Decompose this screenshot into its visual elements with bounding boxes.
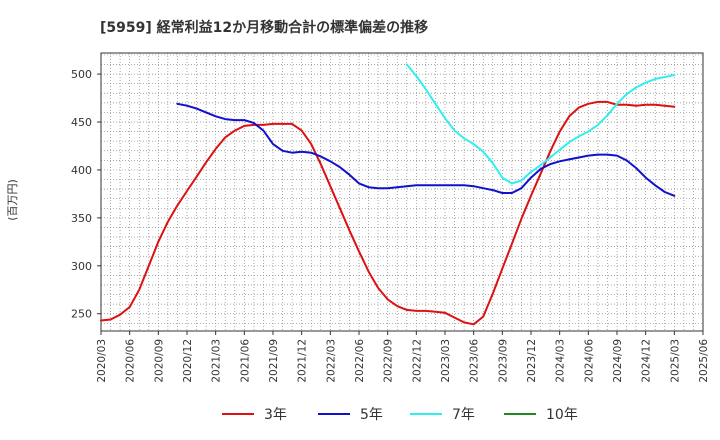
plot-frame xyxy=(100,52,704,332)
x-tick-label: 2024/12 xyxy=(641,339,653,383)
x-tick-label: 2024/09 xyxy=(612,339,624,383)
plot-area: 250 300 350 400 450 500 2020/03 2020/06 2020/09 2… xyxy=(71,52,710,383)
legend-label-2: 5年 xyxy=(360,407,383,423)
x-tick-label: 2023/03 xyxy=(440,339,452,383)
y-tick-label: 400 xyxy=(71,164,92,177)
legend: 3年 5年 7年 10年 xyxy=(222,407,578,423)
series-line-2 xyxy=(176,102,676,197)
x-tick-label: 2020/09 xyxy=(153,339,165,383)
y-tick-label: 500 xyxy=(71,68,92,81)
x-tick-label: 2022/09 xyxy=(383,339,395,383)
y-tick-label: 300 xyxy=(71,260,92,273)
legend-label-4: 10年 xyxy=(546,407,578,423)
x-tick-label: 2023/06 xyxy=(469,339,481,383)
x-tick-label: 2023/12 xyxy=(526,339,538,383)
x-tick-label: 2022/06 xyxy=(354,339,366,383)
x-tick-label: 2022/03 xyxy=(325,339,337,383)
x-tick-label: 2025/03 xyxy=(669,339,681,383)
x-tick-label: 2021/06 xyxy=(239,339,251,383)
x-tick-label: 2022/12 xyxy=(411,339,423,383)
x-tick-label: 2021/09 xyxy=(268,339,280,383)
y-axis-label: (百万円) xyxy=(6,179,19,221)
x-tick-label: 2024/03 xyxy=(555,339,567,383)
x-tick-label: 2020/03 xyxy=(96,339,108,383)
chart-title: [5959] 経常利益12か月移動合計の標準偏差の推移 xyxy=(100,19,428,36)
legend-label-3: 7年 xyxy=(452,407,475,423)
x-tick-label: 2020/06 xyxy=(125,339,137,383)
y-tick-label: 250 xyxy=(71,308,92,321)
x-tick-label: 2021/03 xyxy=(211,339,223,383)
x-tick-label: 2020/12 xyxy=(182,339,194,383)
y-tick-label: 450 xyxy=(71,116,92,129)
x-tick-label: 2024/06 xyxy=(583,339,595,383)
series-line-1 xyxy=(100,100,676,326)
series-line-3 xyxy=(405,63,676,185)
legend-label-1: 3年 xyxy=(264,407,287,423)
x-tick-label: 2023/09 xyxy=(497,339,509,383)
plot-background xyxy=(101,53,703,331)
x-tick-label: 2025/06 xyxy=(698,339,710,383)
x-tick-label: 2021/12 xyxy=(297,339,309,383)
y-tick-label: 350 xyxy=(71,212,92,225)
